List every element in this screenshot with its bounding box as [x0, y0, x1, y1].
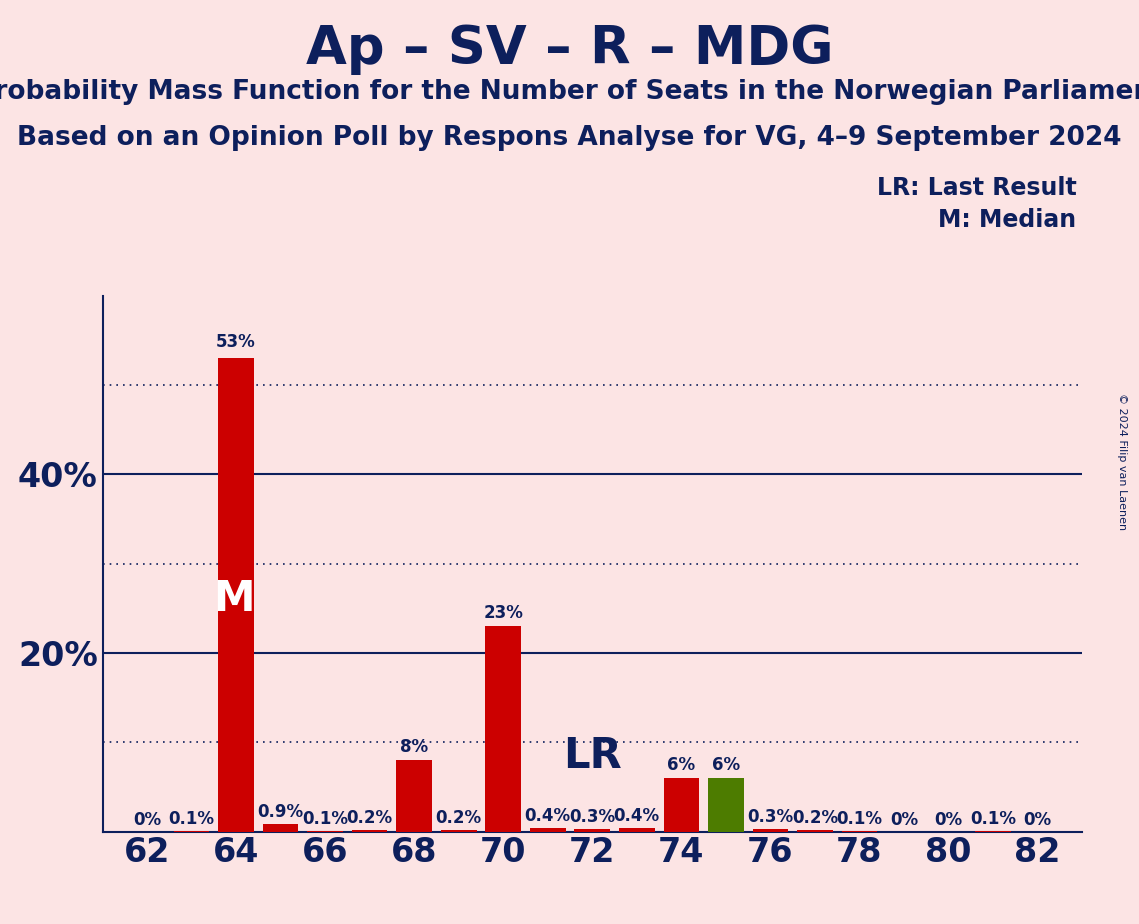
Text: Based on an Opinion Poll by Respons Analyse for VG, 4–9 September 2024: Based on an Opinion Poll by Respons Anal… [17, 125, 1122, 151]
Text: 0.4%: 0.4% [614, 808, 659, 825]
Text: Probability Mass Function for the Number of Seats in the Norwegian Parliament: Probability Mass Function for the Number… [0, 79, 1139, 104]
Bar [485, 626, 521, 832]
Text: 0%: 0% [133, 811, 161, 829]
Text: 0.1%: 0.1% [302, 810, 349, 828]
Text: 0.1%: 0.1% [836, 810, 883, 828]
Text: LR: LR [563, 735, 622, 777]
Text: 23%: 23% [483, 603, 523, 622]
Bar [396, 760, 432, 832]
Text: 0.2%: 0.2% [792, 809, 838, 827]
Text: 0.1%: 0.1% [169, 810, 214, 828]
Text: 0.2%: 0.2% [435, 809, 482, 827]
Bar [664, 778, 699, 832]
Bar [753, 829, 788, 832]
Bar [219, 359, 254, 832]
Text: 6%: 6% [667, 756, 696, 773]
Text: © 2024 Filip van Laenen: © 2024 Filip van Laenen [1117, 394, 1126, 530]
Text: 0.9%: 0.9% [257, 803, 304, 821]
Text: Ap – SV – R – MDG: Ap – SV – R – MDG [305, 23, 834, 75]
Text: 0%: 0% [1024, 811, 1051, 829]
Bar [530, 828, 566, 832]
Text: 0%: 0% [890, 811, 918, 829]
Bar [441, 830, 476, 832]
Bar [574, 829, 611, 832]
Bar [352, 830, 387, 832]
Text: 0%: 0% [934, 811, 962, 829]
Text: LR: Last Result: LR: Last Result [877, 176, 1076, 200]
Bar [618, 828, 655, 832]
Text: 0.2%: 0.2% [346, 809, 393, 827]
Text: 0.4%: 0.4% [525, 808, 571, 825]
Text: M: M [213, 578, 255, 620]
Bar [797, 830, 833, 832]
Text: 0.3%: 0.3% [747, 808, 794, 826]
Text: 6%: 6% [712, 756, 740, 773]
Bar [708, 778, 744, 832]
Text: 53%: 53% [216, 333, 256, 351]
Text: 8%: 8% [400, 737, 428, 756]
Text: 0.3%: 0.3% [570, 808, 615, 826]
Bar [263, 823, 298, 832]
Text: 0.1%: 0.1% [970, 810, 1016, 828]
Text: M: Median: M: Median [939, 208, 1076, 232]
